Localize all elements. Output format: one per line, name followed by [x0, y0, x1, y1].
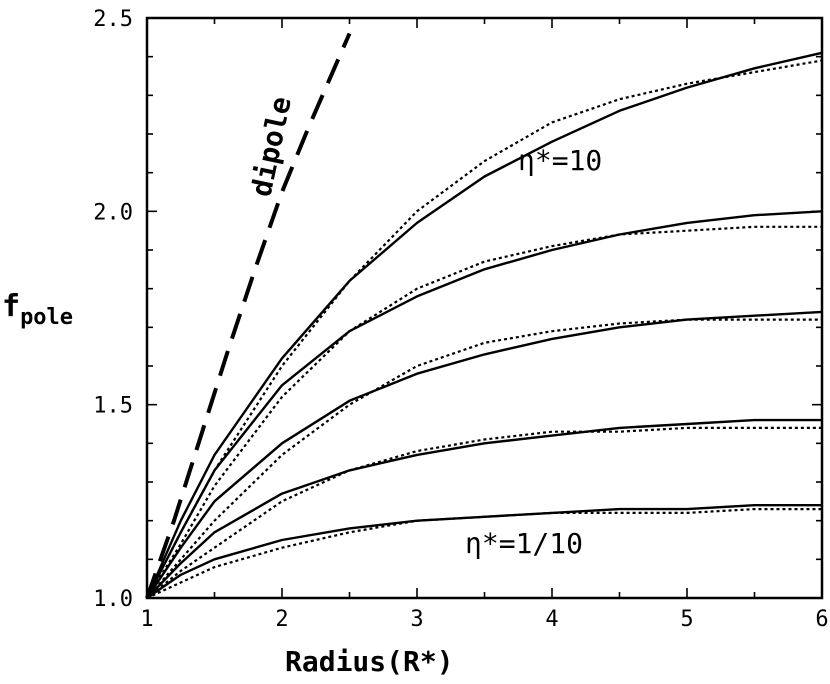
eta-10-label: η*=10: [518, 144, 602, 177]
series-line-solid-3: [145, 210, 823, 599]
y-axis-label: fpole: [2, 289, 73, 330]
series-line-solid-5: [146, 310, 823, 599]
series-line-dotted-4: [146, 225, 822, 599]
y-tick-label: 2.5: [93, 7, 133, 32]
series-line-dotted-10: [146, 508, 822, 599]
x-tick-label: 1: [140, 607, 153, 632]
series-line-dashed-0: [145, 32, 352, 599]
ticks-layer: 1 2 3 4 5 6 1.0 1.5 2.0 2.5: [93, 7, 828, 632]
x-axis-label: Radius(R*): [285, 645, 454, 678]
series-line-solid-9: [146, 504, 822, 599]
series-line-dotted-8: [146, 426, 822, 599]
series-layer: [145, 32, 823, 599]
dipole-label: dipole: [245, 94, 298, 200]
x-tick-label: 5: [680, 607, 693, 632]
y-tick-label: 2.0: [93, 200, 133, 225]
series-line-solid-7: [146, 418, 822, 599]
x-tick-label: 2: [275, 607, 288, 632]
plot-frame: [145, 16, 824, 600]
x-tick-label: 4: [545, 607, 558, 632]
series-line-solid-1: [145, 51, 823, 599]
x-tick-label: 6: [815, 607, 828, 632]
x-tick-label: 3: [410, 607, 423, 632]
y-tick-label: 1.5: [93, 394, 133, 419]
eta-tenth-label: η*=1/10: [465, 527, 583, 560]
y-tick-label: 1.0: [93, 587, 133, 612]
